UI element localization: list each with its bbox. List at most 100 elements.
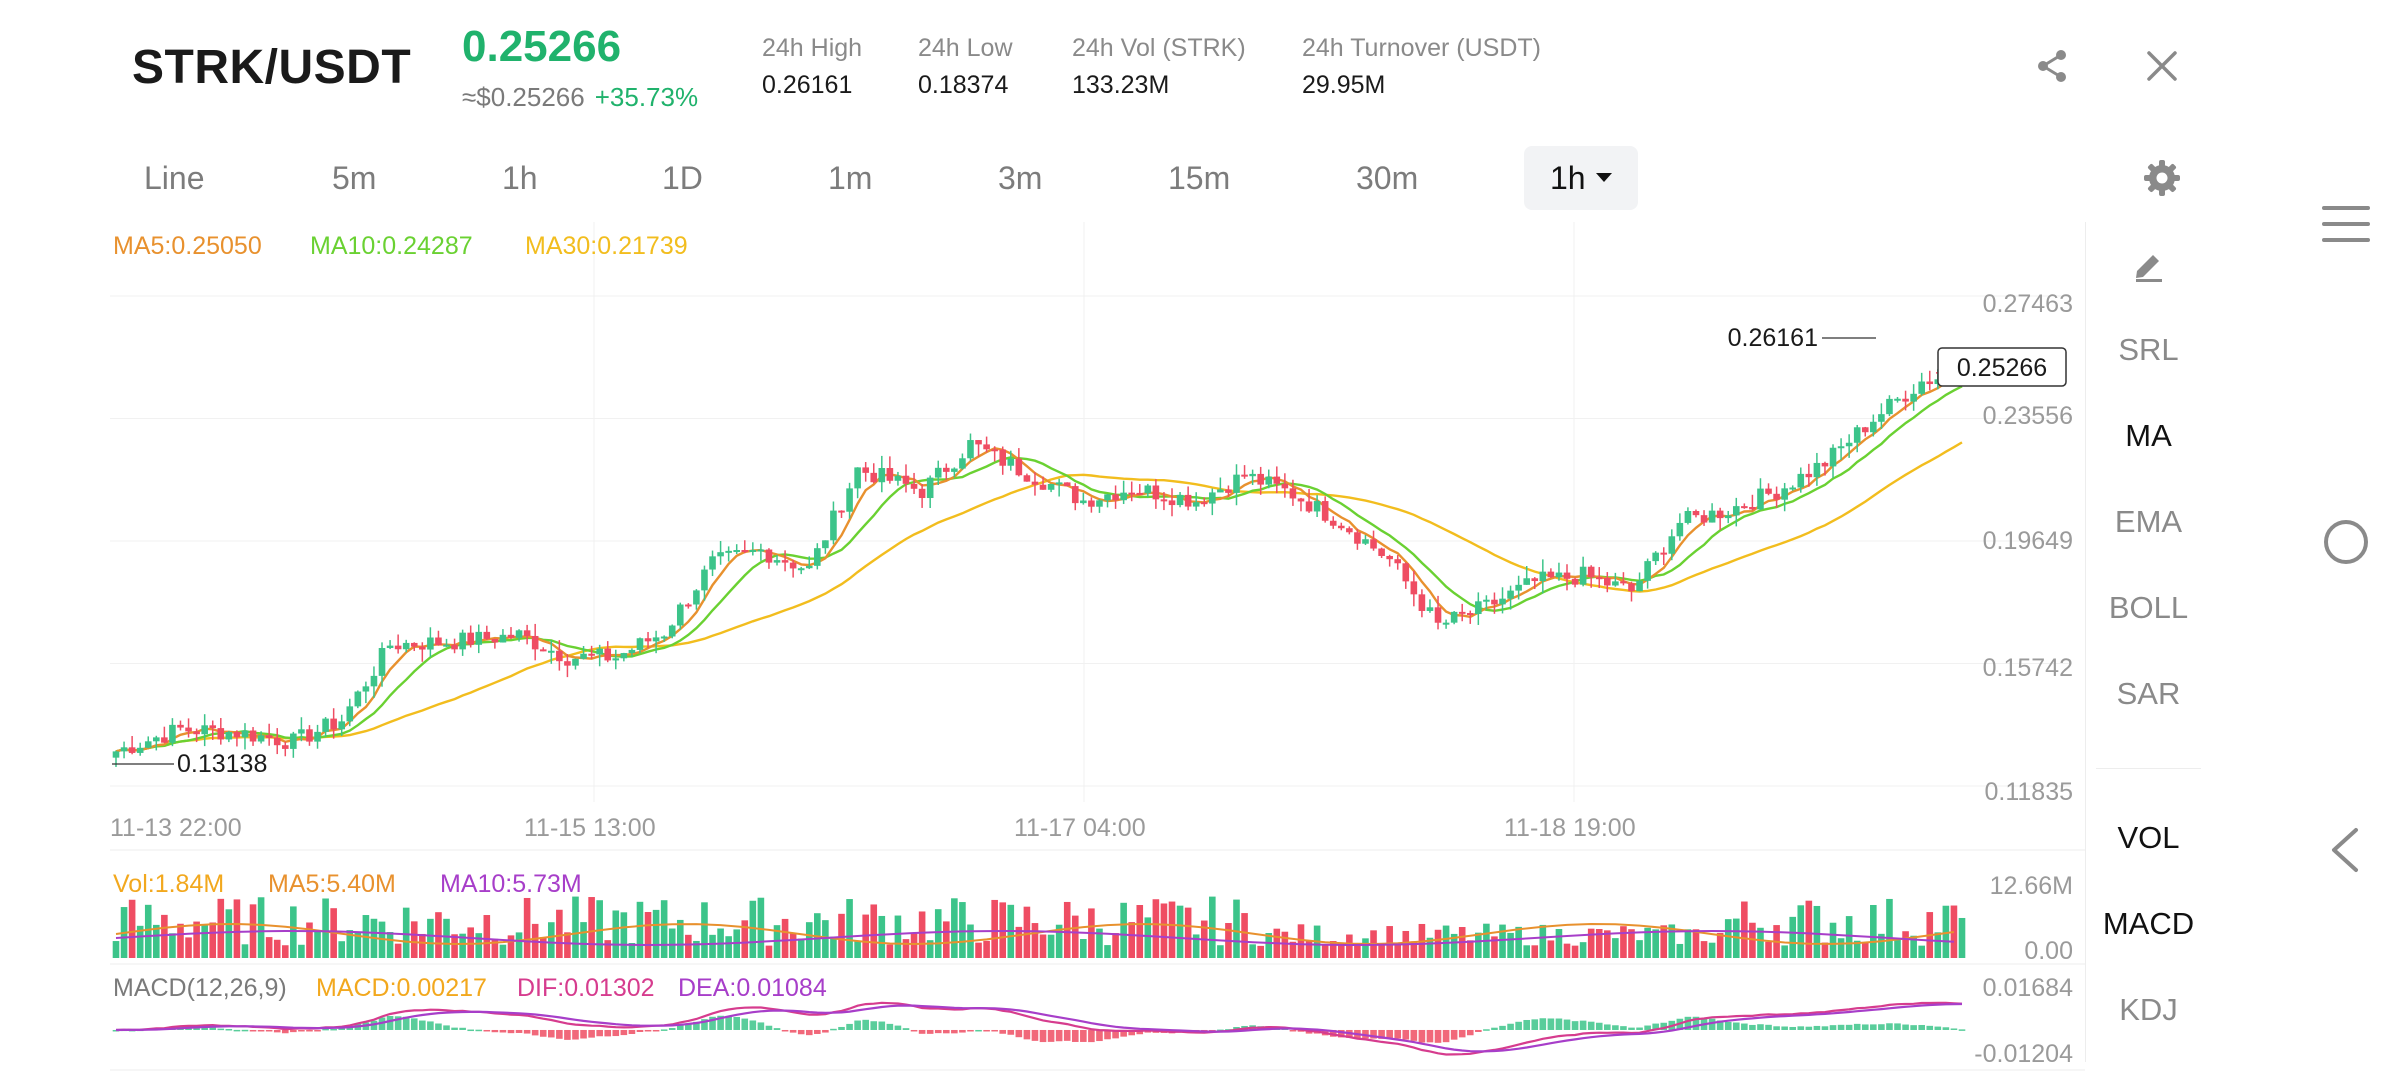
volume-bar xyxy=(1168,901,1176,958)
volume-bar xyxy=(894,915,902,958)
tab-1d[interactable]: 1D xyxy=(662,160,703,196)
back-icon[interactable] xyxy=(2322,826,2370,879)
tab-1h[interactable]: 1h xyxy=(502,160,538,196)
macd-bar xyxy=(749,1020,757,1030)
volume-bar xyxy=(612,910,620,958)
macd-bar xyxy=(1853,1023,1861,1030)
candle-body xyxy=(1765,488,1772,494)
close-icon[interactable] xyxy=(2140,44,2184,88)
volume-bar xyxy=(281,945,289,958)
stat-value: 0.26161 xyxy=(762,71,853,99)
volume-bar xyxy=(725,936,732,958)
volume-bar xyxy=(1047,934,1055,958)
volume-bar xyxy=(161,914,168,958)
macd-bar xyxy=(926,1029,934,1034)
share-icon[interactable] xyxy=(2030,44,2074,88)
volume-bar xyxy=(273,939,281,958)
tool-macd[interactable]: MACD xyxy=(2102,906,2195,941)
candle-body xyxy=(556,650,563,662)
candle-body xyxy=(612,658,620,661)
candle-body xyxy=(1757,488,1764,510)
volume-bar xyxy=(660,900,668,958)
macd-bar xyxy=(717,1015,724,1030)
gear-icon[interactable] xyxy=(2140,156,2184,200)
macd-bar xyxy=(959,1029,966,1033)
volume-bar xyxy=(451,934,458,958)
macd-bar xyxy=(427,1021,434,1030)
macd-bar xyxy=(1128,1029,1136,1036)
candle-body xyxy=(1918,381,1925,394)
volume-bar xyxy=(1015,926,1023,958)
macd-bar xyxy=(951,1029,958,1034)
tool-boll[interactable]: BOLL xyxy=(2108,590,2189,625)
macd-bar xyxy=(797,1029,805,1035)
volume-bar xyxy=(1039,934,1047,958)
volume-bar xyxy=(910,933,918,958)
ma5-line xyxy=(115,376,1963,753)
volume-bar xyxy=(1829,922,1837,958)
volume-bar xyxy=(1676,943,1684,958)
tab-30m[interactable]: 30m xyxy=(1356,160,1419,196)
candle-body xyxy=(991,449,998,452)
stat-24h-high: 24h High 0.26161 xyxy=(762,34,862,100)
volume-bar xyxy=(1660,925,1668,958)
macd-bar xyxy=(1813,1025,1821,1030)
price-chart[interactable]: MA5:0.25050 MA10:0.24287 MA30:0.21739 0.… xyxy=(110,222,2085,1072)
tab-line[interactable]: Line xyxy=(144,160,205,196)
volume-ma10-line xyxy=(115,929,1954,947)
macd-bar xyxy=(676,1025,684,1030)
candle-body xyxy=(338,721,346,730)
volume-bar xyxy=(1797,905,1805,958)
legend-macd: MACD:0.00217 xyxy=(316,974,487,1002)
tool-ma[interactable]: MA xyxy=(2125,418,2172,453)
last-price-tag-box xyxy=(1937,347,2067,387)
candle-body xyxy=(652,637,660,642)
macd-bar xyxy=(1450,1029,1458,1040)
menu-icon[interactable] xyxy=(2322,204,2370,249)
stat-label: 24h Low xyxy=(918,34,1013,62)
home-icon[interactable] xyxy=(2322,518,2370,571)
tab-5m[interactable]: 5m xyxy=(332,160,377,196)
candle-body xyxy=(1676,522,1684,537)
candle-body xyxy=(427,637,434,650)
candle-body xyxy=(523,630,531,636)
volume-bar xyxy=(1692,929,1700,958)
macd-bar xyxy=(878,1021,886,1030)
candle-body xyxy=(1829,447,1837,467)
volume-bar xyxy=(628,943,636,958)
macd-bar xyxy=(257,1029,265,1032)
macd-bar xyxy=(1604,1024,1611,1030)
macd-bar xyxy=(910,1029,918,1032)
volume-bar xyxy=(1789,916,1797,958)
volume-bar xyxy=(636,901,644,958)
candle-body xyxy=(1668,536,1676,554)
chart-marks xyxy=(112,337,1966,765)
ma30-line xyxy=(115,441,1963,753)
volume-bar xyxy=(676,919,684,958)
tool-ema[interactable]: EMA xyxy=(2114,504,2183,539)
pencil-icon[interactable] xyxy=(2086,246,2211,290)
candle-body xyxy=(1483,599,1490,602)
macd-bar xyxy=(1741,1023,1748,1030)
tool-kdj[interactable]: KDJ xyxy=(2119,992,2178,1027)
volume-bar xyxy=(1902,931,1909,958)
tab-1m[interactable]: 1m xyxy=(828,160,873,196)
tool-srl[interactable]: SRL xyxy=(2118,332,2179,367)
candle-body xyxy=(1853,427,1861,443)
macd-bar xyxy=(1547,1018,1555,1030)
volume-bar xyxy=(918,911,926,958)
macd-bar xyxy=(1612,1025,1619,1030)
tab-15m[interactable]: 15m xyxy=(1168,160,1231,196)
macd-bar xyxy=(515,1029,523,1033)
tool-vol[interactable]: VOL xyxy=(2117,820,2180,855)
tool-sar[interactable]: SAR xyxy=(2116,676,2181,711)
macd-bar xyxy=(281,1029,289,1034)
tab-3m[interactable]: 3m xyxy=(998,160,1043,196)
volume-bar xyxy=(741,920,749,958)
tab-interval-dropdown[interactable]: 1h xyxy=(1524,146,1638,210)
candle-body xyxy=(112,751,120,758)
ma5-path xyxy=(115,376,1963,753)
candle-body xyxy=(1749,506,1756,510)
macd-bar xyxy=(1861,1024,1869,1030)
volume-bar xyxy=(668,928,676,958)
